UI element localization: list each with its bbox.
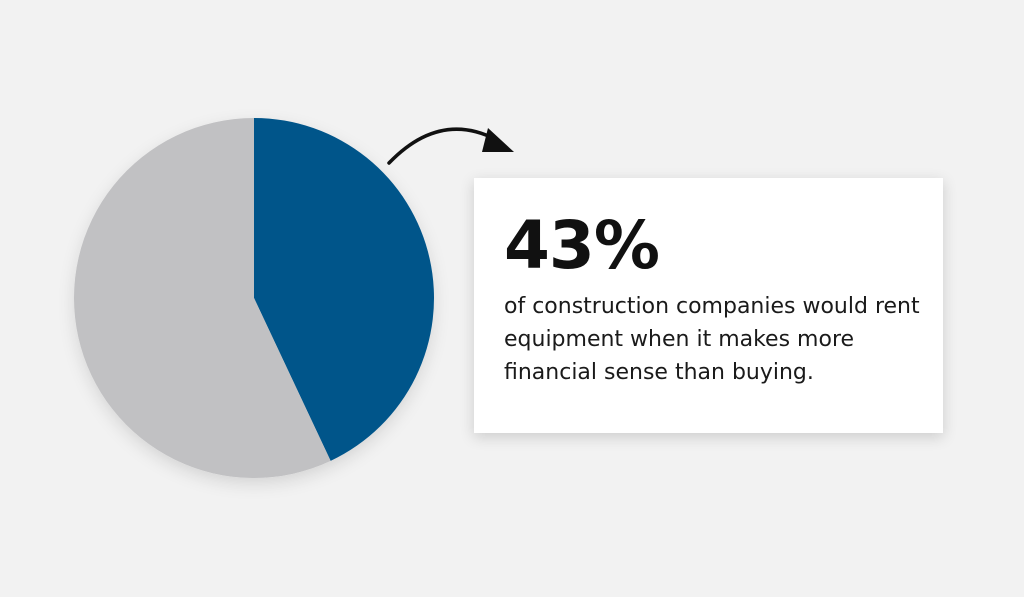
curved-arrow-icon	[387, 127, 514, 165]
pie-slices	[74, 118, 434, 478]
pie-slice-1	[74, 118, 331, 478]
pie-slice-0	[254, 118, 434, 461]
stat-value: 43%	[504, 207, 660, 284]
stat-card: 43% of construction companies would rent…	[474, 178, 943, 433]
stat-description: of construction companies would rent equ…	[504, 294, 920, 385]
